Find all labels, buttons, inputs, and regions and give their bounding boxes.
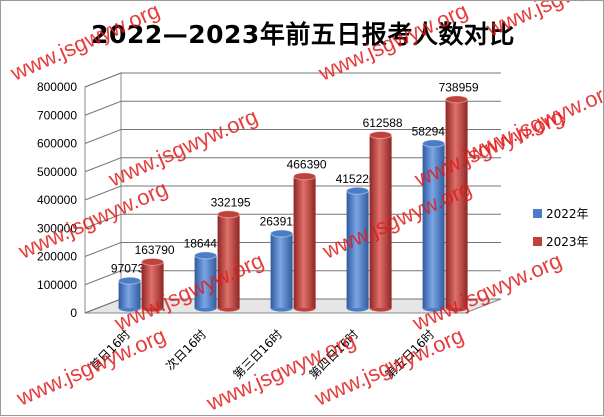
data-label: 332195 [211, 195, 251, 209]
bar [293, 176, 316, 309]
watermark-text: www.jsgwyw.org [462, 78, 604, 166]
gridline [84, 72, 501, 88]
bar-top [217, 210, 241, 219]
data-label: 466390 [287, 157, 327, 171]
data-label: 415220 [336, 172, 376, 186]
bar-top [118, 276, 142, 285]
bar-top [194, 251, 218, 260]
data-label: 612588 [363, 116, 403, 130]
y-tick-label: 600000 [37, 137, 77, 151]
data-label: 582941 [412, 124, 452, 138]
bar-top [293, 172, 317, 181]
bar [422, 143, 445, 309]
legend-swatch [533, 237, 542, 246]
y-tick-label: 300000 [37, 221, 77, 235]
gridline [84, 100, 501, 116]
data-label: 263912 [260, 215, 300, 229]
data-label: 97073 [111, 262, 145, 276]
bar [141, 261, 164, 309]
bar [346, 190, 369, 309]
legend-label: 2023年 [546, 235, 589, 249]
data-label: 186445 [184, 236, 224, 250]
bar-top [445, 95, 469, 104]
bar-top [270, 229, 294, 238]
bar [445, 99, 468, 309]
y-tick-label: 800000 [37, 80, 77, 94]
bar-top [346, 186, 370, 195]
category-label: 次日16时 [163, 327, 209, 373]
y-tick-label: 400000 [37, 193, 77, 207]
legend-label: 2022年 [546, 207, 589, 221]
gridline [84, 129, 501, 144]
bars-group: 97073 163790 186445 332195 263912 466390 41522… [111, 80, 479, 312]
watermark-text: www.jsgwyw.org [12, 323, 169, 411]
data-label: 163790 [135, 243, 175, 257]
y-tick-label: 100000 [37, 278, 77, 292]
watermark-text: www.jsgwyw.org [104, 104, 261, 192]
data-label: 738959 [439, 80, 479, 94]
legend-swatch [533, 209, 542, 218]
y-tick-label: 0 [70, 306, 77, 320]
bar [194, 255, 217, 309]
bar-top [369, 131, 393, 140]
bar-top [422, 139, 446, 148]
chart-title: 2022—2023年前五日报考人数对比 [91, 20, 515, 49]
y-tick-label: 700000 [37, 108, 77, 122]
watermark-text: www.jsgwyw.org [482, 1, 604, 42]
bar [118, 280, 141, 309]
bar-top [141, 257, 165, 266]
y-tick-label: 200000 [37, 250, 77, 264]
bar [217, 214, 240, 309]
y-tick-label: 500000 [37, 165, 77, 179]
bar [369, 135, 392, 309]
bar [270, 233, 293, 309]
